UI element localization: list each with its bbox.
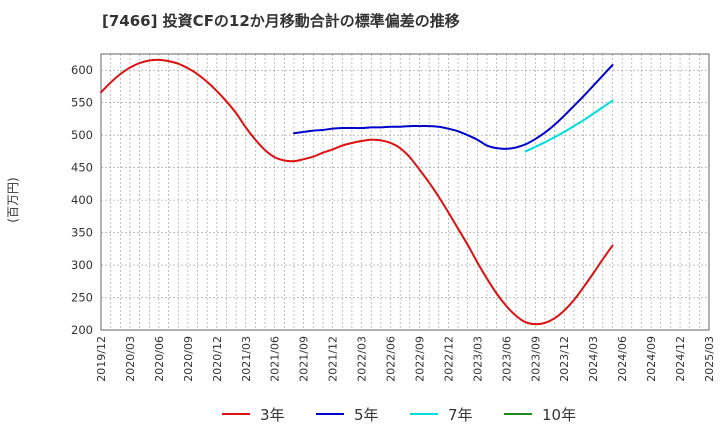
- x-tick-label: 2023/09: [529, 336, 542, 382]
- plot-background: [101, 54, 709, 330]
- legend-item-3y: 3年: [222, 402, 285, 426]
- y-tick-label: 250: [71, 291, 93, 305]
- x-tick-label: 2023/12: [558, 336, 571, 382]
- x-tick-label: 2021/03: [240, 336, 253, 382]
- x-tick-label: 2024/09: [645, 336, 658, 382]
- y-tick-label: 350: [71, 226, 93, 240]
- chart-title: [7466] 投資CFの12か月移動合計の標準偏差の推移: [102, 12, 460, 30]
- x-tick-label: 2020/06: [153, 336, 166, 382]
- y-tick-label: 500: [71, 128, 93, 142]
- series-3y-line: [100, 58, 614, 326]
- x-tick-label: 2020/09: [182, 336, 195, 382]
- legend-label-5y: 5年: [354, 405, 379, 424]
- y-tick-label: 300: [71, 258, 93, 272]
- legend-item-7y: 7年: [410, 402, 473, 426]
- y-tick-label: 550: [71, 96, 93, 110]
- x-tick-label: 2022/06: [385, 336, 398, 382]
- x-tick-label: 2021/09: [298, 336, 311, 382]
- x-tick-label: 2022/03: [356, 336, 369, 382]
- legend-label-10y: 10年: [542, 405, 577, 424]
- legend-swatch-3y: [222, 413, 250, 415]
- series-7y-line: [524, 99, 614, 153]
- x-tick-label: 2019/12: [95, 336, 108, 382]
- y-tick-label: 400: [71, 193, 93, 207]
- x-tick-label: 2025/03: [703, 336, 716, 382]
- x-tick-label: 2023/06: [500, 336, 513, 382]
- x-tick-label: 2024/12: [674, 336, 687, 382]
- legend-label-3y: 3年: [260, 405, 285, 424]
- x-tick-label: 2020/03: [124, 336, 137, 382]
- y-tick-label: 600: [71, 63, 93, 77]
- y-tick-label: 450: [71, 161, 93, 175]
- plot-border: [100, 53, 710, 331]
- x-tick-label: 2020/12: [211, 336, 224, 382]
- legend-item-5y: 5年: [316, 402, 379, 426]
- legend-label-7y: 7年: [448, 405, 473, 424]
- legend-swatch-7y: [410, 413, 438, 415]
- series-5y-line: [293, 64, 614, 150]
- x-tick-label: 2023/03: [471, 336, 484, 382]
- x-tick-label: 2021/06: [269, 336, 282, 382]
- x-tick-label: 2022/09: [413, 336, 426, 382]
- x-tick-label: 2021/12: [327, 336, 340, 382]
- x-tick-label: 2024/03: [587, 336, 600, 382]
- x-tick-label: 2024/06: [616, 336, 629, 382]
- legend: 3年 5年 7年 10年: [0, 402, 720, 426]
- legend-swatch-5y: [316, 413, 344, 415]
- legend-swatch-10y: [504, 413, 532, 415]
- x-tick-label: 2022/12: [442, 336, 455, 382]
- legend-item-10y: 10年: [504, 402, 576, 426]
- y-tick-label: 200: [71, 323, 93, 337]
